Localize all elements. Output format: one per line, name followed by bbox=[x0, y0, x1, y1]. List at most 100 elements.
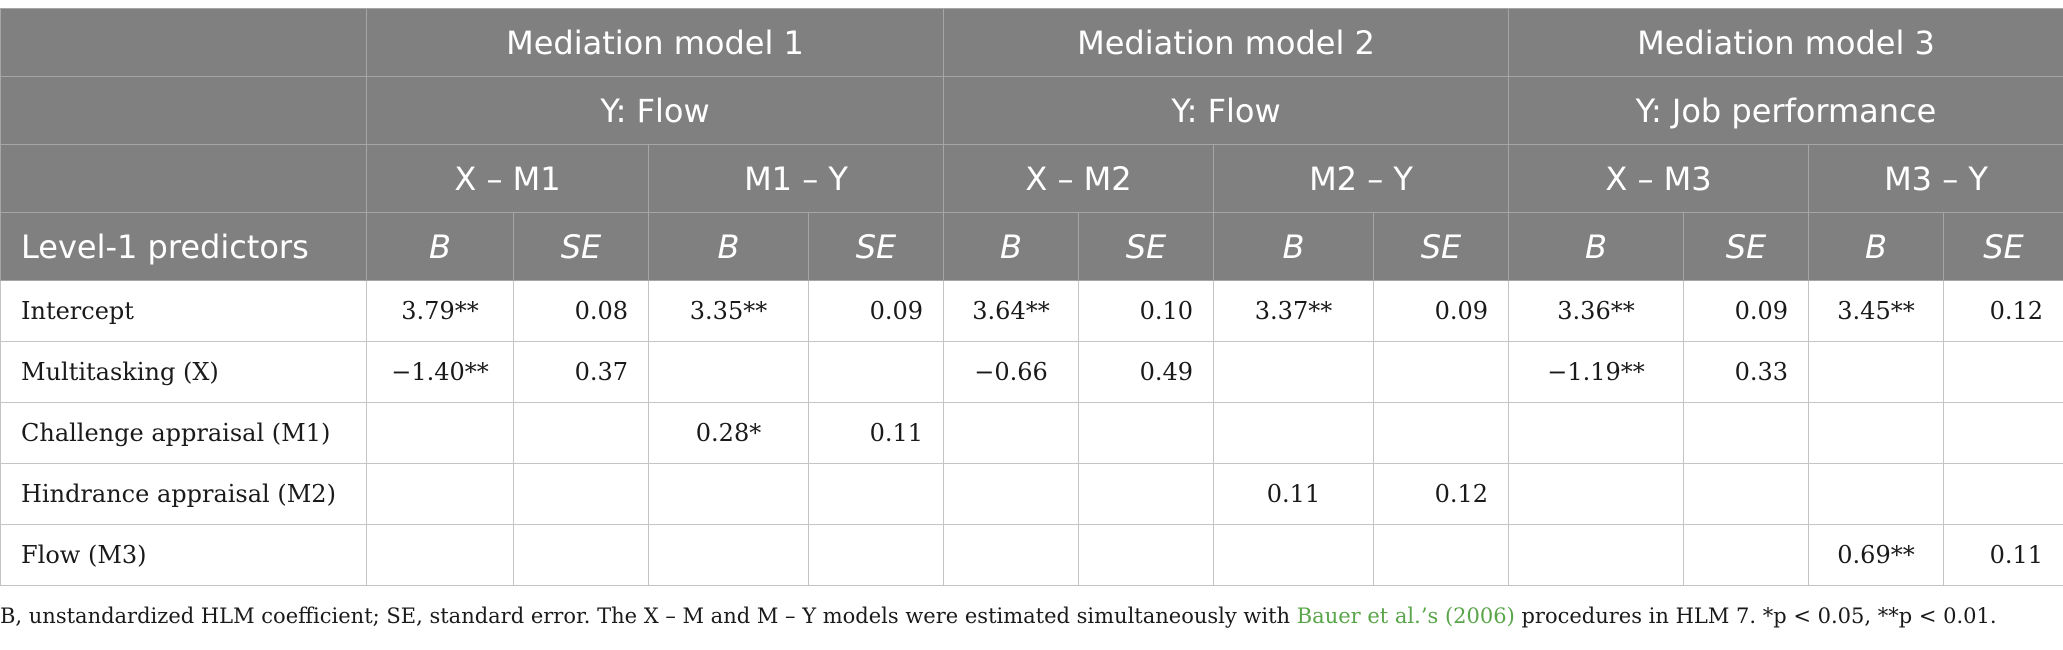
coef-cell bbox=[943, 402, 1079, 464]
coef-cell bbox=[1508, 524, 1684, 586]
se-header: SE bbox=[1373, 212, 1509, 281]
mediation-table: Mediation model 1 Mediation model 2 Medi… bbox=[0, 8, 2063, 586]
model-3-title: Mediation model 3 bbox=[1508, 8, 2063, 77]
coef-cell bbox=[366, 524, 514, 586]
coef-cell bbox=[648, 463, 809, 525]
se-cell bbox=[513, 463, 649, 525]
se-cell bbox=[1683, 402, 1809, 464]
path-header: M2 – Y bbox=[1213, 144, 1509, 213]
se-cell bbox=[513, 402, 649, 464]
coef-cell: 0.28* bbox=[648, 402, 809, 464]
coef-cell: 3.37** bbox=[1213, 280, 1374, 342]
coef-cell: 0.11 bbox=[1213, 463, 1374, 525]
se-cell: 0.12 bbox=[1943, 280, 2063, 342]
se-cell: 0.12 bbox=[1373, 463, 1509, 525]
table-row: Multitasking (X) −1.40** 0.37 −0.66 0.49… bbox=[0, 341, 2063, 403]
se-header: SE bbox=[1943, 212, 2063, 281]
path-header: X – M2 bbox=[943, 144, 1214, 213]
table-footnote: B, unstandardized HLM coefficient; SE, s… bbox=[0, 604, 2063, 628]
path-row: X – M1 M1 – Y X – M2 M2 – Y X – M3 M3 – … bbox=[0, 144, 2063, 213]
se-cell bbox=[1683, 524, 1809, 586]
b-header: B bbox=[1808, 212, 1944, 281]
se-cell bbox=[808, 524, 944, 586]
stat-header-row: Level-1 predictors B SE B SE B SE B SE B… bbox=[0, 212, 2063, 281]
se-cell bbox=[1683, 463, 1809, 525]
coef-cell: 3.45** bbox=[1808, 280, 1944, 342]
coef-cell: 3.35** bbox=[648, 280, 809, 342]
se-cell bbox=[1078, 524, 1214, 586]
citation-link[interactable]: Bauer et al.’s (2006) bbox=[1296, 604, 1515, 628]
coef-cell bbox=[366, 402, 514, 464]
b-header: B bbox=[648, 212, 809, 281]
path-header: X – M1 bbox=[366, 144, 649, 213]
se-cell bbox=[1373, 341, 1509, 403]
se-cell bbox=[1943, 402, 2063, 464]
stub-corner bbox=[0, 8, 367, 77]
se-cell bbox=[1078, 402, 1214, 464]
table-row: Hindrance appraisal (M2) 0.11 0.12 bbox=[0, 463, 2063, 525]
coef-cell: 0.69** bbox=[1808, 524, 1944, 586]
row-label: Multitasking (X) bbox=[0, 341, 367, 403]
se-cell: 0.49 bbox=[1078, 341, 1214, 403]
coef-cell bbox=[1508, 463, 1684, 525]
se-cell: 0.10 bbox=[1078, 280, 1214, 342]
se-header: SE bbox=[1683, 212, 1809, 281]
se-cell: 0.08 bbox=[513, 280, 649, 342]
row-label: Challenge appraisal (M1) bbox=[0, 402, 367, 464]
coef-cell bbox=[648, 341, 809, 403]
footnote-text: B, unstandardized HLM coefficient; SE, s… bbox=[0, 604, 1297, 628]
model-1-outcome: Y: Flow bbox=[366, 76, 944, 145]
se-cell bbox=[808, 463, 944, 525]
footnote-text-end: procedures in HLM 7. *p < 0.05, **p < 0.… bbox=[1514, 604, 1997, 628]
coef-cell bbox=[943, 524, 1079, 586]
coef-cell bbox=[366, 463, 514, 525]
coef-cell: 3.79** bbox=[366, 280, 514, 342]
stub-corner bbox=[0, 76, 367, 145]
model-title-row: Mediation model 1 Mediation model 2 Medi… bbox=[0, 8, 2063, 77]
coef-cell: 3.64** bbox=[943, 280, 1079, 342]
coef-cell bbox=[1808, 463, 1944, 525]
path-header: M1 – Y bbox=[648, 144, 944, 213]
se-cell: 0.09 bbox=[1683, 280, 1809, 342]
row-label: Intercept bbox=[0, 280, 367, 342]
se-cell: 0.33 bbox=[1683, 341, 1809, 403]
row-label: Hindrance appraisal (M2) bbox=[0, 463, 367, 525]
stub-corner bbox=[0, 144, 367, 213]
model-3-outcome: Y: Job performance bbox=[1508, 76, 2063, 145]
table-row: Flow (M3) 0.69** 0.11 bbox=[0, 524, 2063, 586]
coef-cell bbox=[1213, 341, 1374, 403]
coef-cell: −1.19** bbox=[1508, 341, 1684, 403]
b-header: B bbox=[366, 212, 514, 281]
coef-cell bbox=[1213, 524, 1374, 586]
coef-cell: −0.66 bbox=[943, 341, 1079, 403]
se-cell: 0.09 bbox=[808, 280, 944, 342]
model-2-title: Mediation model 2 bbox=[943, 8, 1509, 77]
se-cell bbox=[1373, 402, 1509, 464]
model-1-title: Mediation model 1 bbox=[366, 8, 944, 77]
coef-cell bbox=[1808, 341, 1944, 403]
path-header: M3 – Y bbox=[1808, 144, 2063, 213]
se-cell bbox=[1373, 524, 1509, 586]
outcome-row: Y: Flow Y: Flow Y: Job performance bbox=[0, 76, 2063, 145]
row-label: Flow (M3) bbox=[0, 524, 367, 586]
b-header: B bbox=[1213, 212, 1374, 281]
coef-cell: −1.40** bbox=[366, 341, 514, 403]
coef-cell bbox=[648, 524, 809, 586]
se-cell: 0.11 bbox=[808, 402, 944, 464]
se-cell: 0.11 bbox=[1943, 524, 2063, 586]
coef-cell bbox=[1808, 402, 1944, 464]
coef-cell: 3.36** bbox=[1508, 280, 1684, 342]
table-row: Intercept 3.79** 0.08 3.35** 0.09 3.64**… bbox=[0, 280, 2063, 342]
se-header: SE bbox=[513, 212, 649, 281]
se-header: SE bbox=[1078, 212, 1214, 281]
path-header: X – M3 bbox=[1508, 144, 1809, 213]
model-2-outcome: Y: Flow bbox=[943, 76, 1509, 145]
b-header: B bbox=[943, 212, 1079, 281]
se-cell bbox=[1943, 341, 2063, 403]
coef-cell bbox=[943, 463, 1079, 525]
coef-cell bbox=[1508, 402, 1684, 464]
se-cell bbox=[1078, 463, 1214, 525]
se-cell: 0.09 bbox=[1373, 280, 1509, 342]
se-header: SE bbox=[808, 212, 944, 281]
se-cell bbox=[1943, 463, 2063, 525]
